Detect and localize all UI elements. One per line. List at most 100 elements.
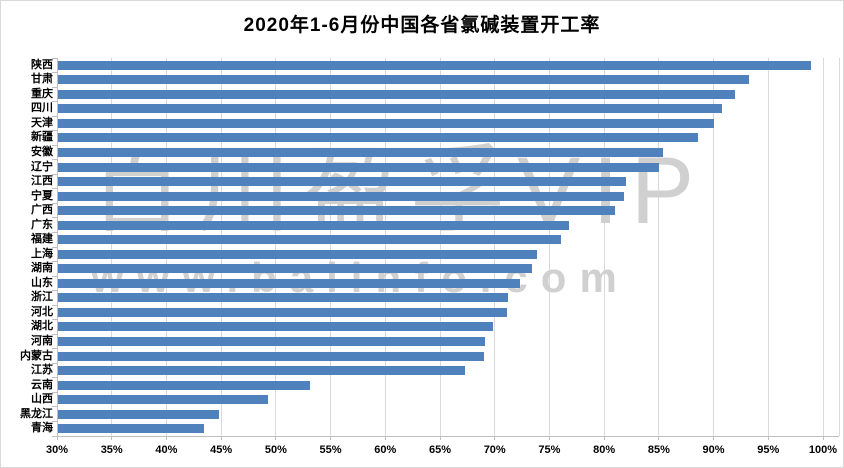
x-tick-label: 95% xyxy=(757,444,780,456)
x-axis-tick xyxy=(275,436,277,440)
x-tick-label: 100% xyxy=(808,444,838,456)
x-tick-label: 65% xyxy=(428,444,452,456)
x-axis-tick xyxy=(220,436,222,440)
x-axis-tick xyxy=(111,436,113,440)
y-axis-label: 浙江 xyxy=(31,291,53,304)
y-axis-label: 辽宁 xyxy=(31,160,53,173)
y-axis-label: 安徽 xyxy=(31,146,53,158)
gridline xyxy=(494,58,496,436)
gridline xyxy=(111,58,113,436)
x-axis-tick xyxy=(56,436,58,440)
bar-山东 xyxy=(58,278,520,288)
y-axis-line xyxy=(57,58,58,436)
gridline xyxy=(220,58,222,436)
x-axis-tick xyxy=(165,436,167,440)
bar-黑龙江 xyxy=(58,409,219,419)
y-axis-tick xyxy=(52,72,57,74)
y-axis-label: 湖北 xyxy=(31,320,53,333)
y-axis-tick xyxy=(52,86,57,88)
y-axis-tick xyxy=(52,362,57,364)
bar-云南 xyxy=(58,380,310,390)
y-axis-label: 河南 xyxy=(31,335,53,347)
gridline xyxy=(603,58,605,436)
x-axis-tick xyxy=(384,436,386,440)
y-axis-tick xyxy=(52,144,57,146)
y-axis-label: 黑龙江 xyxy=(20,407,53,420)
bar-江西 xyxy=(58,177,627,187)
gridline xyxy=(275,58,277,436)
y-axis-tick xyxy=(52,333,57,335)
gridline xyxy=(713,58,715,436)
x-axis-tick xyxy=(494,436,496,440)
x-tick-label: 30% xyxy=(45,444,69,456)
x-tick-label: 75% xyxy=(538,444,561,456)
x-tick-label: 35% xyxy=(100,444,123,456)
y-axis-tick xyxy=(52,231,57,233)
chart-title: 2020年1-6月份中国各省氯碱装置开工率 xyxy=(243,15,601,36)
y-axis-tick xyxy=(52,275,57,277)
watermark-url: www.baiinfo.com xyxy=(91,254,630,301)
y-axis-label: 江西 xyxy=(31,175,53,188)
y-axis-tick xyxy=(52,188,57,190)
gridline xyxy=(439,58,441,436)
bar-四川 xyxy=(58,104,723,114)
bar-内蒙古 xyxy=(58,351,484,361)
y-axis-label: 江苏 xyxy=(31,364,53,377)
bar-甘肃 xyxy=(58,75,749,85)
y-axis-tick xyxy=(52,435,57,437)
y-axis-tick xyxy=(52,348,57,350)
x-tick-label: 50% xyxy=(264,444,287,456)
y-axis-label: 青海 xyxy=(31,422,53,435)
bar-山西 xyxy=(58,395,269,405)
y-axis-label: 福建 xyxy=(31,233,53,246)
y-axis-tick xyxy=(52,377,57,379)
bar-河南 xyxy=(58,337,485,346)
plot-right-border xyxy=(838,58,840,436)
y-axis-label: 宁夏 xyxy=(31,189,53,202)
y-axis-label: 山西 xyxy=(31,393,53,406)
gridline xyxy=(548,58,550,436)
bar-河北 xyxy=(58,307,507,317)
y-axis-tick xyxy=(52,391,57,393)
y-axis-label: 天津 xyxy=(31,116,53,129)
bar-安徽 xyxy=(58,148,664,157)
y-axis-tick xyxy=(52,246,57,248)
bar-湖南 xyxy=(58,264,532,274)
x-axis-tick xyxy=(658,436,660,440)
y-axis-label: 河北 xyxy=(31,305,53,318)
y-axis-tick xyxy=(52,202,57,204)
x-tick-label: 90% xyxy=(702,444,725,456)
x-tick-label: 45% xyxy=(210,444,233,456)
y-axis-label: 陕西 xyxy=(31,58,53,71)
y-axis-label: 甘肃 xyxy=(31,73,53,86)
bar-青海 xyxy=(58,424,204,434)
y-axis-label: 山东 xyxy=(31,276,53,289)
y-axis-tick xyxy=(52,101,57,103)
bar-宁夏 xyxy=(58,191,624,201)
y-axis-tick xyxy=(52,57,57,59)
gridline xyxy=(165,58,167,436)
x-axis-tick xyxy=(548,436,550,440)
y-axis-tick xyxy=(52,304,57,306)
x-axis-tick xyxy=(767,436,769,440)
x-tick-label: 60% xyxy=(374,444,397,456)
bar-江苏 xyxy=(58,366,466,376)
y-axis-label: 四川 xyxy=(31,102,53,115)
y-axis-tick xyxy=(52,420,57,422)
y-axis-tick xyxy=(52,173,57,175)
y-axis-tick xyxy=(52,319,57,321)
y-axis-tick xyxy=(52,261,57,263)
x-axis-tick xyxy=(439,436,441,440)
y-axis-label: 上海 xyxy=(31,247,53,260)
y-axis-label: 内蒙古 xyxy=(20,349,53,362)
y-axis-label: 广西 xyxy=(31,204,53,217)
gridline xyxy=(384,58,386,436)
bar-陕西 xyxy=(58,60,811,70)
x-tick-label: 80% xyxy=(593,444,616,456)
x-tick-label: 55% xyxy=(319,444,342,456)
y-axis-tick xyxy=(52,115,57,117)
bar-天津 xyxy=(58,118,714,128)
y-axis-label: 广东 xyxy=(31,218,53,231)
y-axis-label: 新疆 xyxy=(31,131,53,144)
